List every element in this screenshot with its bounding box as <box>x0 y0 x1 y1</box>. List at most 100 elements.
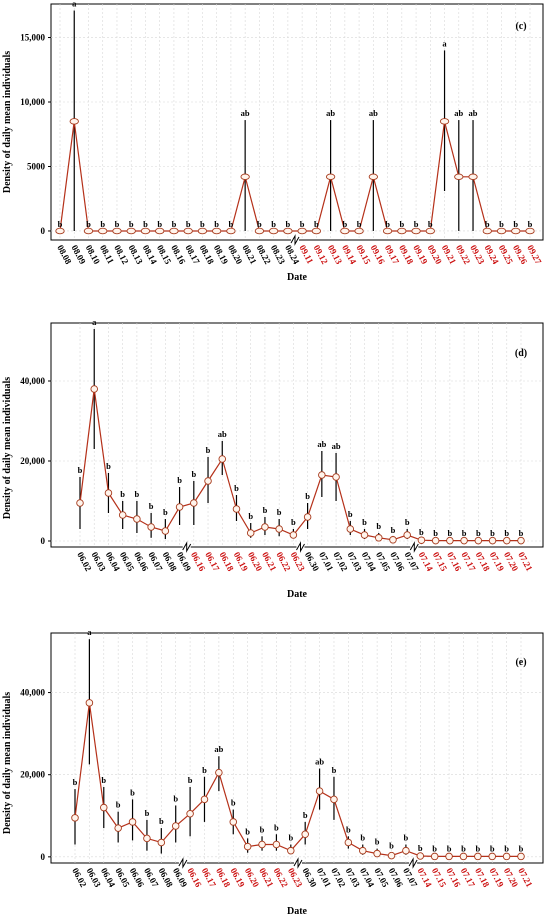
y-tick-labels: 0 20,000 40,000 <box>20 376 51 546</box>
data-point <box>474 536 483 545</box>
axis-break-icon <box>409 541 419 553</box>
significance-letter: ab <box>317 439 326 449</box>
data-point <box>454 173 464 181</box>
data-point <box>90 385 98 393</box>
significance-letter: b <box>389 841 394 851</box>
y-axis-label: Density of daily mean individuals <box>2 377 13 519</box>
significance-letter: b <box>173 794 178 804</box>
significance-letter: b <box>404 833 409 843</box>
y-tick-label: 20,000 <box>20 770 45 780</box>
significance-letter: b <box>332 765 337 775</box>
y-tick-label: 40,000 <box>20 688 45 698</box>
significance-letter: b <box>206 445 211 455</box>
data-point <box>430 852 439 861</box>
significance-letter: b <box>260 824 265 834</box>
significance-letter: b <box>360 833 365 843</box>
data-markers <box>55 118 535 235</box>
data-point <box>215 768 223 777</box>
significance-letter: ab <box>241 108 250 118</box>
significance-letter: ab <box>315 757 324 767</box>
data-point <box>482 227 492 235</box>
y-tick-label: 20,000 <box>20 456 45 466</box>
x-tick-label: 07.21 <box>516 550 535 573</box>
significance-letter: b <box>485 219 490 229</box>
data-point <box>446 536 454 545</box>
significance-letter: b <box>106 461 111 471</box>
significance-letter: b <box>135 489 140 499</box>
data-point <box>268 227 279 235</box>
significance-letter: b <box>376 521 381 531</box>
series-line <box>59 121 530 232</box>
significance-letter: b <box>234 483 239 493</box>
significance-letter: b <box>385 219 390 229</box>
significance-letter: b <box>405 517 410 527</box>
significance-letter: a <box>72 0 77 8</box>
x-tick-label: 07.21 <box>516 866 535 889</box>
data-point <box>240 173 250 181</box>
data-point <box>358 846 367 855</box>
data-point <box>243 842 252 851</box>
data-point <box>229 818 238 826</box>
data-point <box>126 227 136 235</box>
data-point <box>190 499 198 507</box>
significance-letter: a <box>442 38 447 48</box>
data-point <box>85 699 94 707</box>
significance-letter: b <box>414 219 419 229</box>
data-point <box>301 830 309 838</box>
significance-letter: b <box>245 826 250 836</box>
significance-letter: b <box>303 810 308 820</box>
data-point <box>175 503 184 511</box>
data-point <box>200 795 209 804</box>
data-point <box>114 824 122 832</box>
data-point <box>275 525 283 533</box>
significance-letter: b <box>461 844 466 854</box>
significance-letter: b <box>100 219 105 229</box>
data-point <box>287 846 295 855</box>
significance-letter: ab <box>469 108 478 118</box>
data-point <box>83 227 94 235</box>
significance-letter: b <box>300 219 305 229</box>
data-point <box>55 227 65 235</box>
data-point <box>157 838 166 847</box>
significance-letter: b <box>504 528 509 538</box>
significance-letter: ab <box>218 429 227 439</box>
significance-letter: b <box>399 219 404 229</box>
axis-break-icon <box>178 857 188 869</box>
data-point <box>387 851 396 860</box>
significance-letter: b <box>172 219 177 229</box>
data-point <box>297 227 307 235</box>
significance-letter: b <box>271 219 276 229</box>
data-point <box>488 852 496 861</box>
data-markers <box>76 385 525 545</box>
data-point <box>354 227 364 235</box>
data-point <box>100 803 108 812</box>
data-point <box>183 227 193 235</box>
significance-letter: b <box>286 219 291 229</box>
data-point <box>69 118 79 125</box>
data-point <box>169 227 179 235</box>
plot-frame <box>50 322 544 548</box>
data-point <box>340 227 350 235</box>
significance-letter: b <box>86 219 91 229</box>
y-tick-label: 0 <box>41 852 46 862</box>
significance-letter: b <box>314 219 319 229</box>
significance-letter: b <box>73 777 78 787</box>
data-point <box>143 834 151 843</box>
data-point <box>272 840 281 849</box>
significance-letter: b <box>475 844 480 854</box>
data-point <box>315 787 324 795</box>
data-point <box>344 838 353 847</box>
significance-letter: ab <box>326 108 335 118</box>
data-point <box>417 536 426 544</box>
data-point <box>431 536 440 545</box>
data-point <box>171 822 180 830</box>
significance-letter: b <box>428 219 433 229</box>
x-axis-label: Date <box>287 906 308 917</box>
significance-letter: ab <box>454 108 463 118</box>
data-point <box>133 515 141 523</box>
data-point <box>517 536 525 545</box>
significance-letter: b <box>101 775 106 785</box>
significance-letter: b <box>177 475 182 485</box>
panel-tag: (d) <box>515 348 527 359</box>
